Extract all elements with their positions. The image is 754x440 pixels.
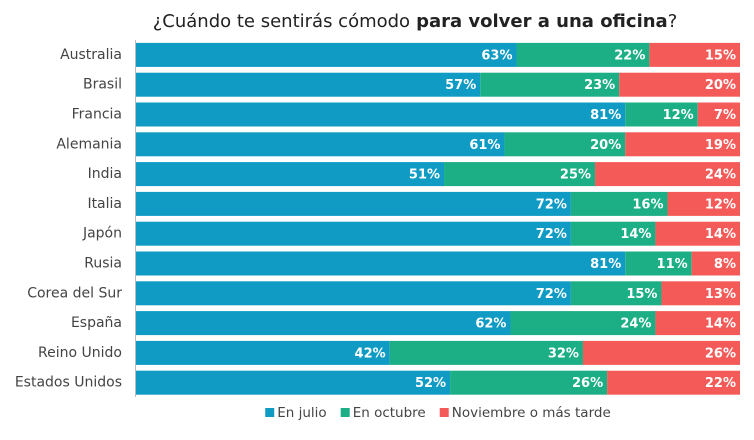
data-label: 72%	[536, 197, 567, 212]
data-label: 22%	[705, 376, 736, 391]
data-label: 20%	[590, 138, 621, 153]
y-tick-label: Alemania	[56, 136, 122, 152]
data-label: 20%	[705, 78, 736, 93]
bar-segment	[655, 221, 740, 246]
data-label: 23%	[584, 78, 615, 93]
data-label: 32%	[548, 346, 579, 361]
data-label: 72%	[536, 227, 567, 242]
legend-swatch	[265, 408, 275, 417]
legend-label: Noviembre o más tarde	[452, 405, 611, 421]
data-label: 62%	[475, 317, 506, 332]
bar-segment	[667, 191, 740, 216]
data-label: 26%	[705, 346, 736, 361]
bar-segment	[136, 311, 511, 336]
data-label: 7%	[714, 108, 736, 123]
data-label: 15%	[626, 287, 657, 302]
data-label: 12%	[663, 108, 694, 123]
bar-segment	[504, 132, 626, 157]
data-label: 24%	[620, 317, 651, 332]
legend-swatch	[340, 408, 350, 417]
bar-segment	[625, 132, 740, 157]
bar-segment	[570, 221, 656, 246]
title-part: ?	[668, 11, 678, 32]
bar-segment	[655, 311, 740, 336]
bar-segment	[582, 340, 740, 365]
bar-segment	[625, 102, 698, 127]
title-part: ¿Cuándo te sentirás cómodo	[153, 11, 410, 32]
data-label: 25%	[560, 168, 591, 183]
data-label: 15%	[705, 48, 736, 63]
bar-segment	[136, 72, 481, 97]
bar-segment	[136, 221, 571, 246]
bar-segment	[136, 251, 626, 276]
bar-segment	[649, 42, 740, 67]
bar-segment	[625, 251, 692, 276]
y-tick-label: España	[71, 315, 122, 331]
legend-swatch	[439, 408, 449, 417]
y-tick-label: Rusia	[84, 256, 122, 272]
bar-segment	[661, 281, 740, 306]
bar-segment	[136, 162, 445, 187]
bar-segment	[136, 281, 571, 306]
data-label: 22%	[614, 48, 645, 63]
data-label: 11%	[657, 257, 688, 272]
data-label: 24%	[705, 168, 736, 183]
data-label: 72%	[536, 287, 567, 302]
legend-label: En octubre	[353, 405, 426, 421]
y-tick-label: Francia	[72, 107, 122, 123]
data-label: 16%	[632, 197, 663, 212]
data-label: 51%	[409, 168, 440, 183]
y-tick-label: Australia	[60, 47, 122, 63]
bar-segment	[691, 251, 740, 276]
data-label: 81%	[590, 108, 621, 123]
data-label: 26%	[572, 376, 603, 391]
data-label: 42%	[355, 346, 386, 361]
title-part: para volver a una oficina	[416, 11, 668, 32]
bar-segment	[607, 370, 740, 395]
bar-segment	[389, 340, 583, 365]
bar-segment	[136, 340, 390, 365]
data-label: 19%	[705, 138, 736, 153]
y-tick-label: Estados Unidos	[15, 375, 122, 391]
bar-segment	[570, 281, 662, 306]
bar-segment	[444, 162, 596, 187]
bar-segment	[595, 162, 740, 187]
data-label: 14%	[620, 227, 651, 242]
data-label: 14%	[705, 317, 736, 332]
bar-segment	[480, 72, 620, 97]
data-label: 8%	[714, 257, 736, 272]
y-tick-label: Italia	[87, 196, 122, 212]
data-label: 12%	[705, 197, 736, 212]
data-label: 57%	[445, 78, 476, 93]
y-tick-label: India	[88, 166, 122, 182]
data-label: 81%	[590, 257, 621, 272]
bar-segment	[136, 191, 571, 216]
bar-segment	[510, 311, 656, 336]
bar-segment	[450, 370, 608, 395]
y-tick-label: Japón	[82, 226, 122, 242]
legend-label: En julio	[277, 405, 326, 421]
bar-segment	[619, 72, 740, 97]
data-label: 14%	[705, 227, 736, 242]
data-label: 63%	[481, 48, 512, 63]
y-tick-label: Corea del Sur	[27, 285, 122, 301]
data-label: 13%	[705, 287, 736, 302]
data-label: 52%	[415, 376, 446, 391]
data-label: 61%	[469, 138, 500, 153]
bar-segment	[136, 132, 505, 157]
chart-title: ¿Cuándo te sentirás cómodo para volver a …	[153, 11, 678, 32]
bar-segment	[136, 102, 626, 127]
bar-segment	[136, 42, 517, 67]
y-tick-label: Reino Unido	[38, 345, 122, 361]
bar-segment	[570, 191, 668, 216]
bar-segment	[516, 42, 650, 67]
y-tick-label: Brasil	[83, 77, 122, 93]
bar-segment	[697, 102, 740, 127]
bar-segment	[136, 370, 451, 395]
